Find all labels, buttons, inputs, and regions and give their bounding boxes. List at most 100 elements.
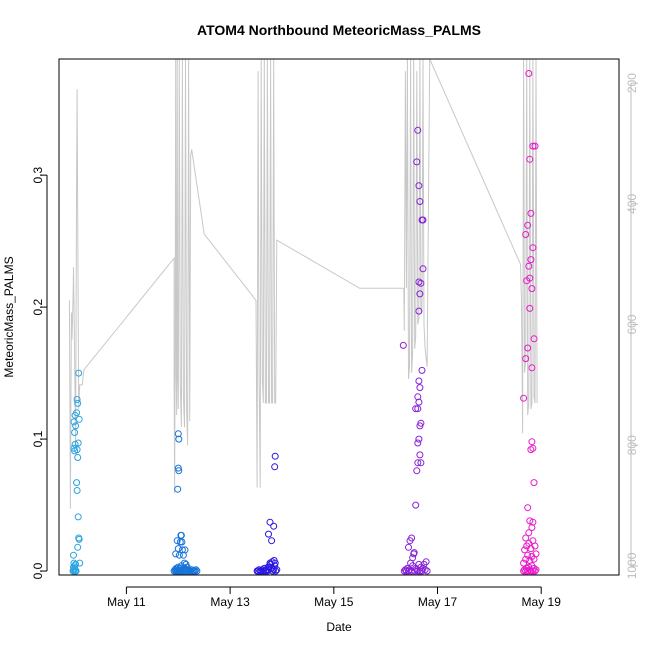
x-tick-label-2: May 15 <box>314 595 354 609</box>
data-point-s4-49 <box>419 265 427 273</box>
data-point-s5-14 <box>520 559 528 567</box>
data-point-s2-46 <box>175 435 183 443</box>
data-point-s4-21 <box>421 566 429 574</box>
data-point-s4-42 <box>415 377 423 385</box>
data-point-s1-15 <box>71 429 79 436</box>
data-point-s4-23 <box>423 567 431 575</box>
data-point-s5-50 <box>524 221 532 229</box>
data-point-s1-31 <box>75 535 83 543</box>
data-point-s4-47 <box>417 279 425 287</box>
data-point-s1-28 <box>73 487 81 494</box>
data-point-s2-34 <box>175 551 183 559</box>
data-point-s5-42 <box>530 335 538 343</box>
data-point-s3-21 <box>264 563 272 571</box>
data-point-s2-45 <box>174 430 182 438</box>
data-point-s2-42 <box>181 546 189 554</box>
data-point-s5-45 <box>527 256 535 264</box>
data-point-s4-32 <box>415 435 423 443</box>
chart-title: ATOM4 Northbound MeteoricMass_PALMS <box>197 22 481 38</box>
data-point-s4-45 <box>415 307 423 315</box>
data-point-s4-40 <box>414 393 422 401</box>
data-point-s5-36 <box>530 479 538 487</box>
data-point-s1-27 <box>73 479 81 487</box>
data-point-s1-25 <box>73 446 81 454</box>
y2-tick-label-3: 800 <box>625 435 639 455</box>
data-point-s5-53 <box>529 142 537 150</box>
data-point-s5-26 <box>531 542 539 550</box>
data-point-s3-2 <box>254 567 262 575</box>
data-point-s2-30 <box>193 567 201 575</box>
data-point-s5-28 <box>525 529 533 537</box>
data-point-s2-37 <box>177 531 185 539</box>
data-point-s5-15 <box>522 555 530 563</box>
data-point-s1-24 <box>75 415 83 423</box>
data-point-s5-29 <box>528 524 536 531</box>
y2-tick-label-4: 1000 <box>625 552 639 579</box>
data-point-s1-33 <box>76 559 84 567</box>
data-point-s5-46 <box>529 244 537 252</box>
data-point-s3-26 <box>265 530 272 538</box>
data-point-s4-52 <box>419 216 427 224</box>
y2-tick-label-2: 600 <box>625 314 639 334</box>
data-point-s3-20 <box>273 566 281 574</box>
data-point-s3-27 <box>266 518 274 526</box>
data-point-s4-24 <box>405 543 412 551</box>
x-axis-title: Date <box>326 620 352 634</box>
data-point-s4-31 <box>414 459 422 467</box>
data-point-s2-47 <box>174 464 182 472</box>
data-point-s2-44 <box>183 563 191 571</box>
data-point-s4-53 <box>415 182 423 190</box>
data-point-s3-17 <box>270 566 278 574</box>
data-point-s1-32 <box>74 543 82 551</box>
data-point-s1-29 <box>74 513 82 521</box>
data-point-s5-47 <box>526 274 534 282</box>
data-point-s4-28 <box>410 549 418 557</box>
data-point-s1-26 <box>74 454 82 461</box>
data-point-s2-33 <box>174 545 182 553</box>
data-point-s3-29 <box>270 522 278 530</box>
data-point-s3-31 <box>271 463 279 471</box>
data-point-s2-38 <box>178 538 186 546</box>
data-point-s4-55 <box>414 126 422 134</box>
data-point-s4-39 <box>415 398 423 406</box>
y-tick-label-0: 0.0 <box>31 562 45 579</box>
data-point-s4-38 <box>414 405 422 413</box>
data-point-s1-21 <box>74 399 82 407</box>
data-point-s4-29 <box>412 501 420 509</box>
data-point-s4-30 <box>413 467 421 475</box>
data-point-s5-44 <box>525 262 533 270</box>
data-point-s4-36 <box>417 459 425 467</box>
data-point-s4-44 <box>412 405 420 413</box>
data-point-s1-19 <box>73 409 81 417</box>
data-point-s5-13 <box>532 566 540 574</box>
data-point-s1-23 <box>74 439 82 447</box>
data-point-s5-52 <box>526 155 534 163</box>
data-point-s1-11 <box>72 560 80 568</box>
data-point-s5-55 <box>525 70 533 77</box>
data-point-s3-28 <box>268 537 276 545</box>
data-point-s5-38 <box>522 355 530 363</box>
data-point-s1-22 <box>75 369 83 377</box>
data-point-s4-50 <box>416 198 424 205</box>
data-point-s3-30 <box>271 452 279 460</box>
data-point-s5-48 <box>528 285 536 293</box>
data-point-s2-32 <box>173 537 181 545</box>
data-point-s1-20 <box>73 396 81 403</box>
data-point-s5-12 <box>531 567 539 575</box>
data-point-s2-39 <box>178 546 186 554</box>
y-tick-label-2: 0.2 <box>31 298 45 315</box>
x-tick-label-3: May 17 <box>418 595 458 609</box>
data-point-s4-35 <box>414 439 422 447</box>
data-point-s4-48 <box>415 278 423 286</box>
data-point-s4-22 <box>422 558 430 566</box>
x-tick-label-4: May 19 <box>522 595 562 609</box>
data-point-s5-41 <box>526 304 534 312</box>
data-point-s5-27 <box>522 534 530 542</box>
x-tick-label-1: May 13 <box>210 595 250 609</box>
data-point-s4-41 <box>416 384 424 392</box>
data-point-s5-21 <box>521 546 529 554</box>
data-point-s5-37 <box>520 394 528 402</box>
plot-area <box>68 59 540 575</box>
data-point-s2-29 <box>192 566 200 574</box>
data-point-s5-17 <box>526 557 534 564</box>
